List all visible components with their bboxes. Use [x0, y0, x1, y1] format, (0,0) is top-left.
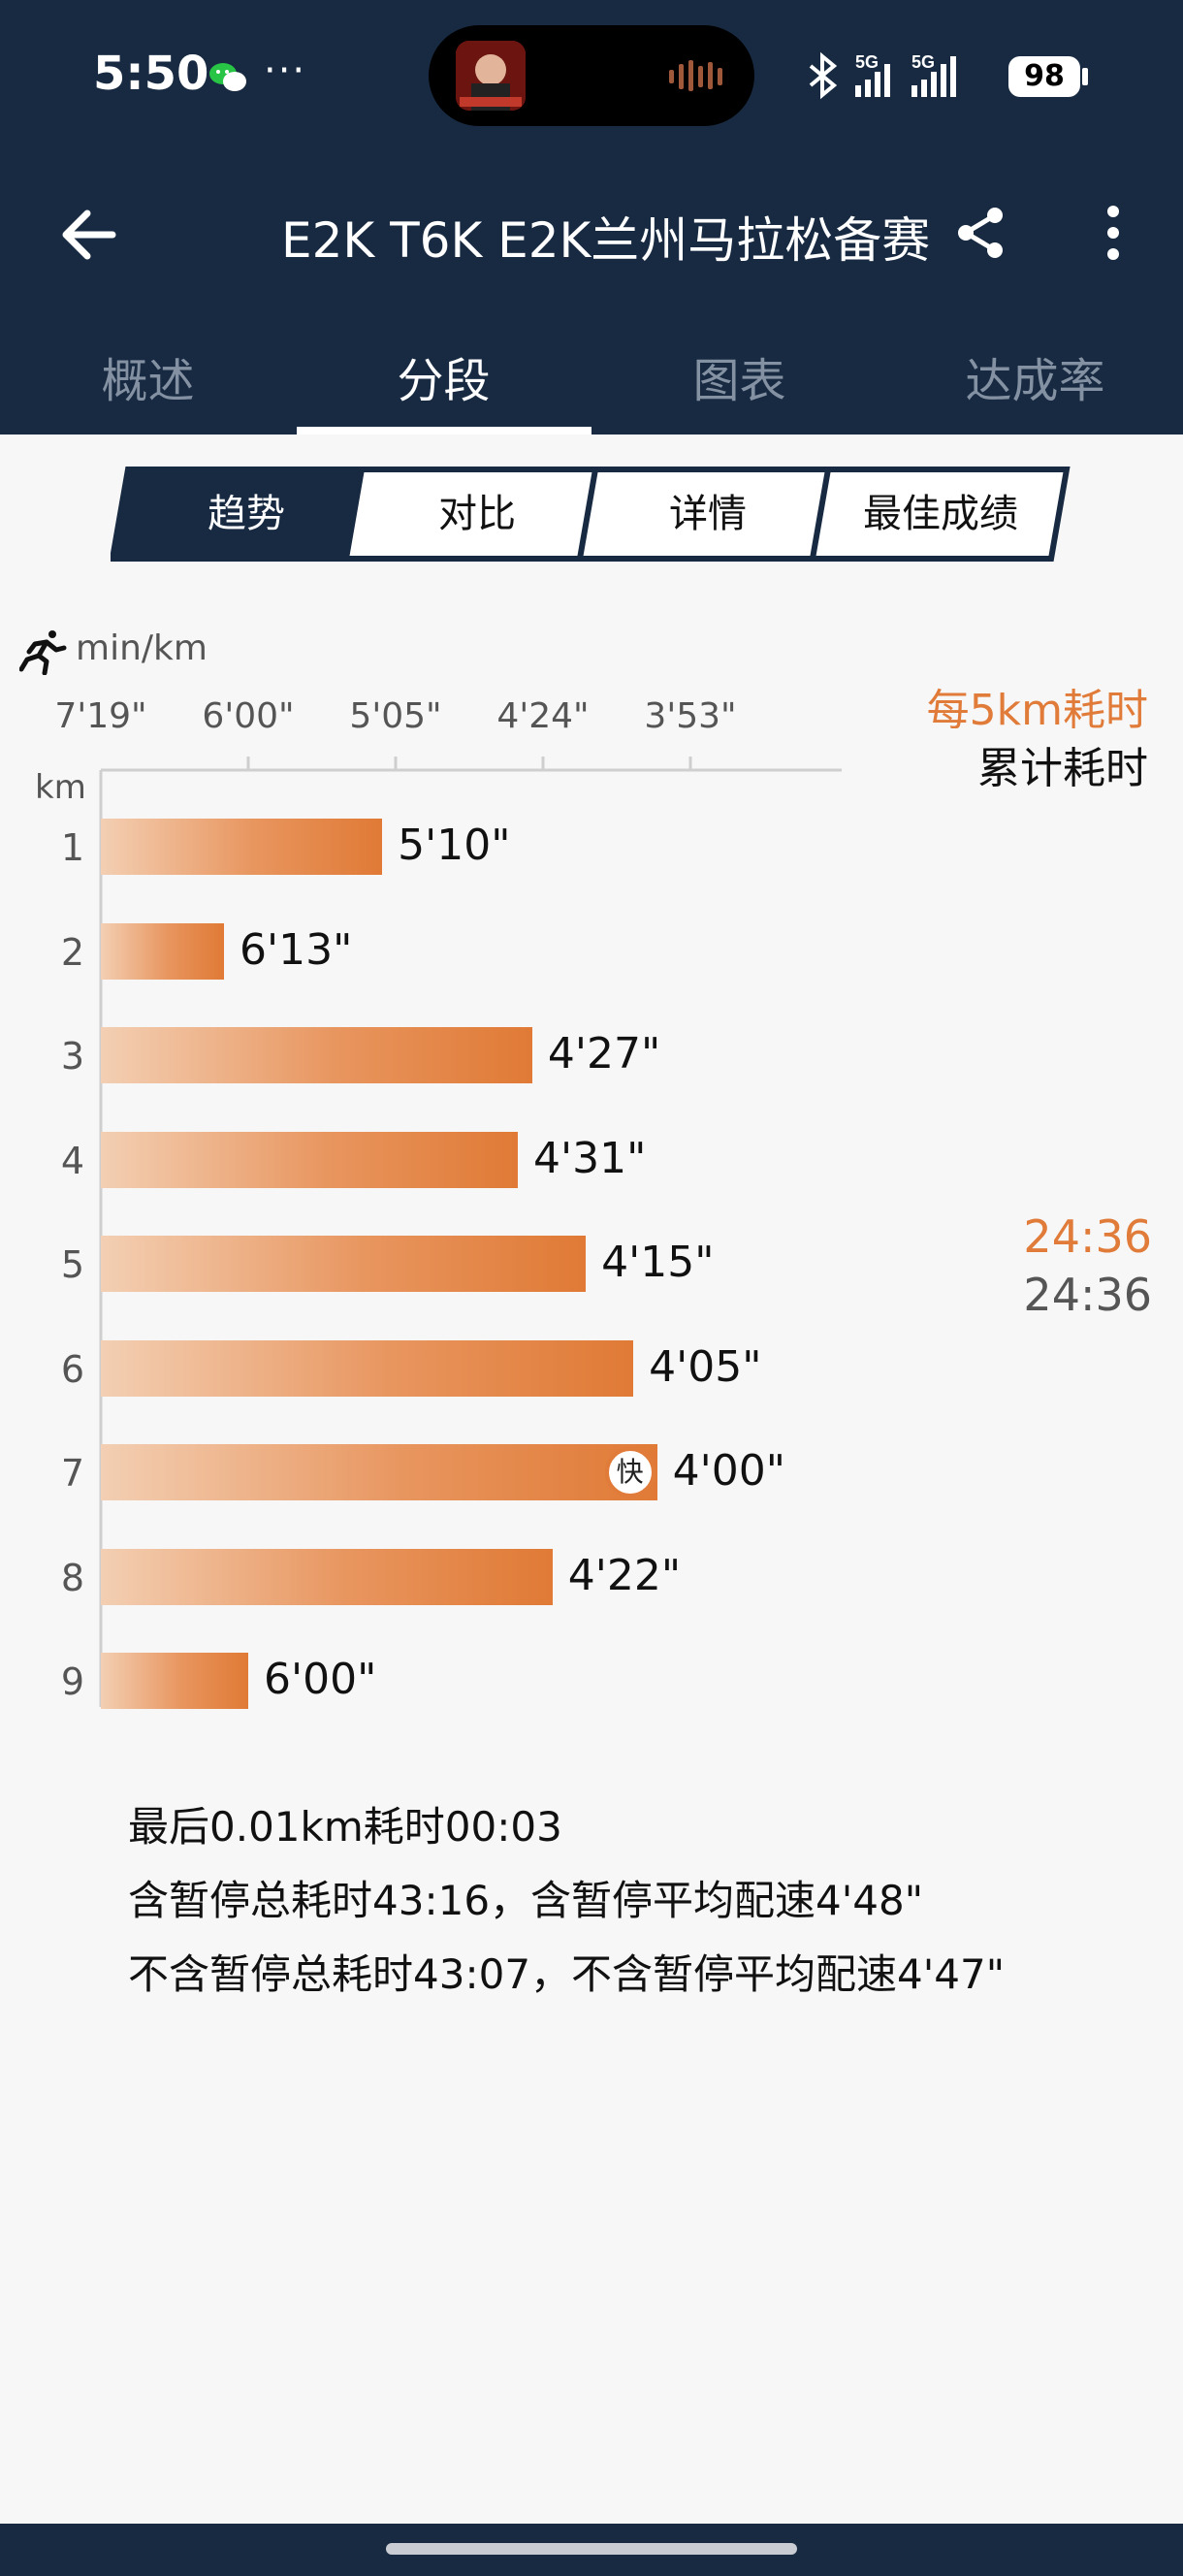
tab-bar: 概述 分段 图表 达成率 [0, 328, 1183, 435]
tab-splits[interactable]: 分段 [397, 354, 491, 408]
pace-bar[interactable] [101, 819, 383, 875]
tab-charts[interactable]: 图表 [692, 354, 786, 408]
battery-indicator: 98 [1008, 56, 1080, 97]
notification-more-icon: ··· [264, 48, 307, 93]
row-km-number: 6 [60, 1347, 85, 1391]
segment-best[interactable]: 最佳成绩 [863, 492, 1018, 536]
net2-label: 5G [911, 52, 935, 72]
axis-tick: 7'19" [54, 696, 147, 736]
pace-bar[interactable] [101, 1653, 248, 1709]
battery-tip [1082, 68, 1088, 85]
axis-tick: 6'00" [202, 696, 295, 736]
tab-achievement[interactable]: 达成率 [965, 354, 1105, 408]
dynamic-island[interactable] [429, 25, 754, 126]
row-km-number: 8 [60, 1556, 85, 1599]
row-km-number: 9 [60, 1660, 85, 1703]
pace-value-label: 4'00" [672, 1446, 785, 1496]
segment-compare[interactable]: 对比 [438, 492, 516, 536]
note-with-pause: 含暂停总耗时43:16，含暂停平均配速4'48" [128, 1877, 924, 1924]
note-without-pause: 不含暂停总耗时43:07，不含暂停平均配速4'47" [128, 1950, 1006, 1998]
row-km-number: 4 [60, 1139, 85, 1182]
pace-value-label: 4'22" [567, 1550, 682, 1600]
signal-icon-2 [911, 56, 956, 97]
more-menu-icon[interactable] [1090, 202, 1136, 264]
pace-bar[interactable] [101, 1131, 519, 1188]
pace-bar[interactable] [101, 1444, 657, 1500]
media-thumbnail [456, 41, 526, 111]
pace-value-label: 4'27" [547, 1029, 661, 1079]
active-tab-indicator [297, 427, 592, 435]
km-axis-label: km [35, 768, 86, 807]
pace-bar[interactable] [101, 1027, 532, 1083]
page-title: E2K T6K E2K兰州马拉松备赛 [281, 212, 931, 269]
legend-pace: 每5km耗时 [926, 686, 1148, 735]
share-icon[interactable] [950, 202, 1012, 264]
row-km-number: 5 [60, 1243, 85, 1286]
pace-bar[interactable] [101, 922, 224, 980]
wechat-icon [209, 63, 246, 91]
cumulative-pace-5k: 24:36 [1023, 1210, 1152, 1263]
status-bar: 5:50 ··· [0, 0, 1183, 145]
segmented-control-frame [111, 467, 1071, 562]
cumulative-total-5k: 24:36 [1023, 1269, 1152, 1321]
unit-label: min/km [76, 628, 208, 668]
pace-bar[interactable] [101, 1548, 553, 1605]
row-km-number: 2 [60, 930, 85, 974]
audio-wave-icon [669, 60, 722, 91]
pace-value-label: 6'00" [264, 1655, 377, 1704]
row-km-number: 3 [60, 1035, 85, 1078]
legend-cumulative: 累计耗时 [977, 744, 1148, 793]
note-last-split: 最后0.01km耗时00:03 [128, 1803, 562, 1851]
row-km-number: 1 [60, 826, 85, 869]
status-time: 5:50 [93, 47, 209, 101]
axis-tick: 3'53" [644, 696, 737, 736]
axis-tick: 5'05" [349, 696, 442, 736]
axis-tick: 4'24" [496, 696, 590, 736]
net1-label: 5G [855, 52, 879, 72]
pace-value-label: 6'13" [239, 924, 353, 975]
segment-detail[interactable]: 详情 [669, 492, 747, 536]
pace-value-label: 4'31" [533, 1133, 647, 1183]
segment-trend[interactable]: 趋势 [208, 492, 285, 536]
pace-bar[interactable] [101, 1339, 634, 1397]
signal-icon-1 [855, 64, 890, 97]
tab-overview[interactable]: 概述 [101, 354, 195, 408]
pace-value-label: 4'05" [649, 1341, 762, 1392]
fastest-badge: 快 [604, 1447, 655, 1497]
pace-bar[interactable] [101, 1236, 587, 1292]
back-arrow-icon[interactable] [54, 200, 124, 270]
bluetooth-icon [809, 51, 838, 100]
status-signal-icons: 5G 5G [809, 51, 956, 100]
pace-value-label: 4'15" [601, 1238, 715, 1287]
pace-value-label: 5'10" [398, 821, 511, 870]
home-indicator[interactable] [386, 2543, 797, 2555]
running-icon [19, 630, 67, 675]
row-km-number: 7 [60, 1452, 85, 1495]
segmented-control: 趋势 对比 详情 最佳成绩 [111, 466, 1071, 563]
